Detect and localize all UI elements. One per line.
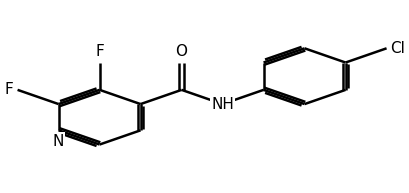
Text: F: F — [5, 82, 13, 97]
Text: F: F — [95, 44, 104, 59]
Text: N: N — [53, 134, 64, 149]
Text: O: O — [175, 44, 187, 59]
Text: NH: NH — [211, 96, 234, 112]
Text: Cl: Cl — [389, 41, 405, 56]
